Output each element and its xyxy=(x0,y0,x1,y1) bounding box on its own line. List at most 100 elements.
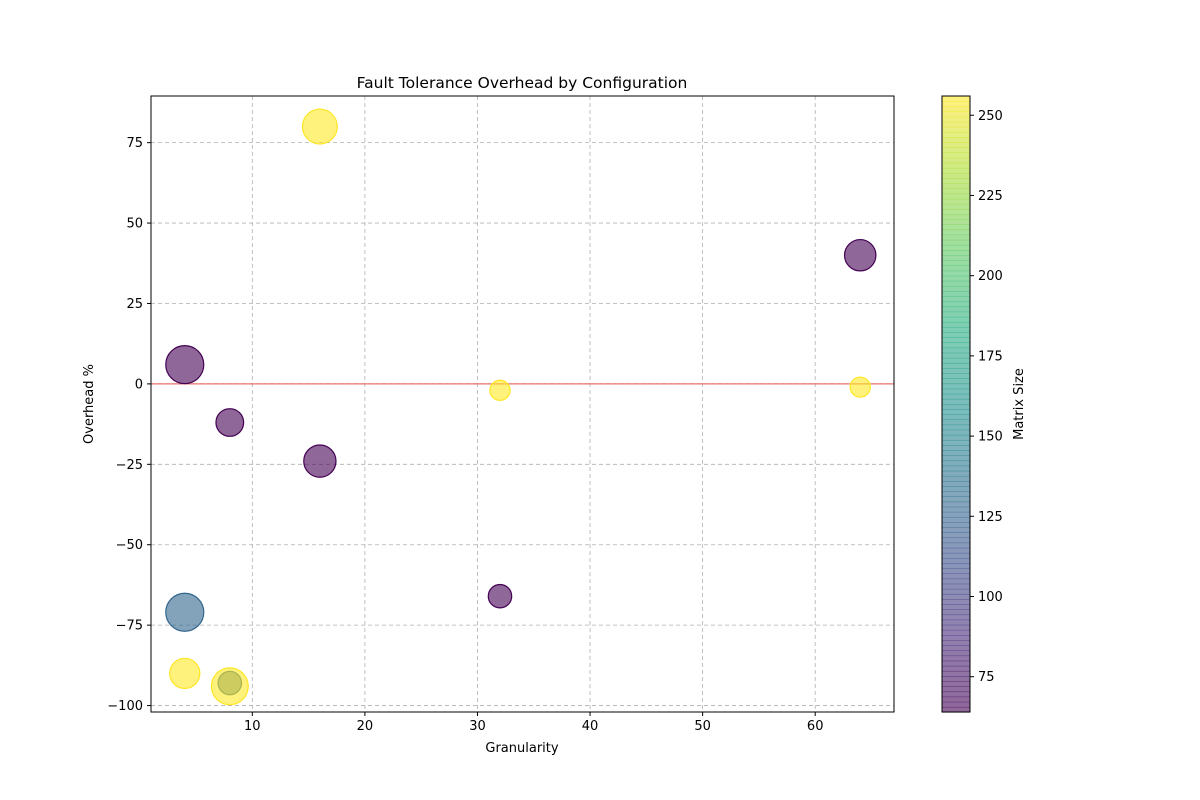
colorbar-segment xyxy=(942,537,970,544)
colorbar-tick-label: 225 xyxy=(978,189,1003,204)
colorbar-segment xyxy=(942,311,970,318)
y-axis-label: Overhead % xyxy=(82,364,97,444)
colorbar-segment xyxy=(942,116,970,123)
colorbar-segment xyxy=(942,629,970,636)
colorbar-segment xyxy=(942,481,970,487)
colorbar-segment xyxy=(942,378,970,385)
data-point xyxy=(487,583,513,609)
y-tick-label: 50 xyxy=(126,217,143,232)
colorbar-segment xyxy=(942,357,970,364)
colorbar-segment xyxy=(942,445,970,451)
colorbar-segment xyxy=(942,701,970,708)
colorbar-label: Matrix Size xyxy=(1012,368,1027,440)
colorbar-segment xyxy=(942,250,970,256)
colorbar-segment xyxy=(942,321,970,328)
colorbar-segment xyxy=(942,265,970,272)
colorbar-segment xyxy=(942,275,970,282)
colorbar-segment xyxy=(942,347,970,354)
data-point xyxy=(165,344,205,385)
colorbar-segment xyxy=(942,573,970,580)
colorbar-segment xyxy=(942,142,970,148)
colorbar-segment xyxy=(942,203,970,210)
colorbar-segment xyxy=(942,383,970,390)
chart-title: Fault Tolerance Overhead by Configuratio… xyxy=(357,74,688,92)
colorbar-segment xyxy=(942,368,970,374)
data-point xyxy=(303,444,337,478)
colorbar-segment xyxy=(942,527,970,533)
colorbar-segment xyxy=(942,686,970,693)
colorbar-segment xyxy=(942,234,970,241)
colorbar-segment xyxy=(942,655,970,662)
colorbar-segment xyxy=(942,316,970,323)
colorbar-segment xyxy=(942,352,970,359)
colorbar-segment xyxy=(942,244,970,251)
colorbar-segment xyxy=(942,439,970,446)
colorbar-segment xyxy=(942,147,970,154)
data-point xyxy=(489,379,511,401)
colorbar-segment xyxy=(942,198,970,205)
colorbar-segment xyxy=(942,604,970,610)
data-point xyxy=(301,108,338,145)
colorbar-segment xyxy=(942,162,970,169)
colorbar-segment xyxy=(942,706,970,713)
colorbar-segment xyxy=(942,424,970,431)
colorbar-segment xyxy=(942,327,970,333)
data-point xyxy=(843,238,877,272)
colorbar-segment xyxy=(942,578,970,585)
x-tick-label: 30 xyxy=(469,719,486,734)
colorbar-segment xyxy=(942,516,970,523)
colorbar: 75 100 125 150 175 200 225 250 xyxy=(941,95,1003,713)
colorbar-segment xyxy=(942,506,970,513)
x-tick-label: 50 xyxy=(694,719,711,734)
colorbar-segment xyxy=(942,583,970,590)
colorbar-segment xyxy=(942,470,970,477)
colorbar-segment xyxy=(942,373,970,379)
colorbar-segment xyxy=(942,137,970,143)
colorbar-segment xyxy=(942,486,970,492)
colorbar-segment xyxy=(942,691,970,698)
colorbar-segment xyxy=(942,676,970,682)
colorbar-segment xyxy=(942,239,970,246)
y-tick-label: −25 xyxy=(116,458,143,473)
colorbar-segment xyxy=(942,173,970,179)
colorbar-segment xyxy=(942,342,970,349)
colorbar-segment xyxy=(942,624,970,631)
colorbar-segment xyxy=(942,409,970,415)
colorbar-segment xyxy=(942,219,970,225)
colorbar-segment xyxy=(942,599,970,605)
x-tick-label: 10 xyxy=(244,719,261,734)
y-tick-label: −75 xyxy=(116,619,143,634)
colorbar-tick-label: 100 xyxy=(978,590,1003,605)
colorbar-segment xyxy=(942,465,970,472)
colorbar-segment xyxy=(942,558,970,564)
y-tick-label: 0 xyxy=(135,377,143,392)
data-point xyxy=(210,667,249,706)
colorbar-segment xyxy=(942,255,970,261)
colorbar-segment xyxy=(942,398,970,405)
colorbar-segment xyxy=(942,157,970,164)
colorbar-segment xyxy=(942,332,970,338)
colorbar-segment xyxy=(942,404,970,410)
colorbar-segment xyxy=(942,111,970,118)
colorbar-segment xyxy=(942,208,970,215)
colorbar-segment xyxy=(942,188,970,195)
plot-area: 10 20 30 40 50 60 −100 −75 −50 −25 0 25 50 75 xyxy=(107,95,895,734)
colorbar-segment xyxy=(942,121,970,128)
colorbar-segment xyxy=(942,388,970,395)
colorbar-segment xyxy=(942,552,970,559)
colorbar-segment xyxy=(942,588,970,595)
colorbar-segment xyxy=(942,419,970,426)
colorbar-segment xyxy=(942,619,970,626)
colorbar-segment xyxy=(942,434,970,441)
colorbar-segment xyxy=(942,665,970,672)
colorbar-segment xyxy=(942,568,970,574)
colorbar-segment xyxy=(942,614,970,621)
colorbar-segment xyxy=(942,563,970,569)
colorbar-segment xyxy=(942,96,970,102)
colorbar-segment xyxy=(942,260,970,266)
data-point xyxy=(849,376,871,398)
colorbar-segment xyxy=(942,547,970,554)
colorbar-segment xyxy=(942,522,970,528)
colorbar-segment xyxy=(942,296,970,302)
colorbar-segment xyxy=(942,475,970,482)
